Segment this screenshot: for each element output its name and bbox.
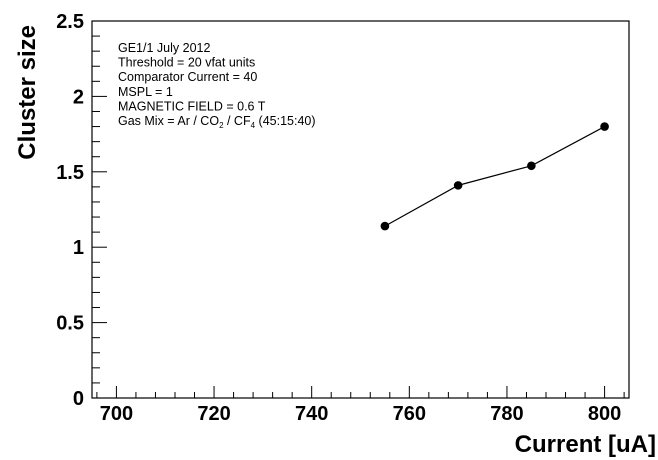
plot-frame	[91, 20, 630, 399]
x-axis-title: Current [uA]	[515, 431, 656, 458]
data-point	[380, 221, 390, 231]
annotation-line-3: Comparator Current = 40	[118, 70, 257, 84]
annotation-block: GE1/1 July 2012 Threshold = 20 vfat unit…	[118, 41, 316, 130]
y-axis-title: Cluster size	[14, 25, 41, 160]
y-tick-label: 0	[73, 388, 84, 410]
x-tick-label: 760	[393, 403, 426, 425]
y-tick-label: 2	[73, 86, 84, 108]
x-tick-label: 800	[588, 403, 621, 425]
y-axis-ticks: 0 0.5 1 1.5 2 2.5	[56, 11, 107, 410]
x-tick-label: 740	[295, 403, 328, 425]
y-tick-label: 2.5	[56, 11, 84, 33]
x-axis-ticks: 700 720 740 760 780 800	[96, 386, 625, 425]
series-layer	[380, 122, 609, 231]
data-point	[527, 161, 536, 171]
annotation-line-4: MSPL = 1	[118, 85, 173, 99]
data-point	[453, 181, 463, 190]
y-tick-label: 1.5	[56, 162, 84, 184]
x-tick-label: 700	[100, 403, 133, 425]
gas-mix-sub-cf4: 4	[251, 121, 256, 130]
gas-mix-suffix: (45:15:40)	[255, 114, 315, 128]
series-line	[384, 126, 605, 227]
annotation-line-2: Threshold = 20 vfat units	[118, 56, 255, 70]
data-point	[600, 122, 609, 131]
annotation-line-6: Gas Mix = Ar / CO2 / CF4 (45:15:40)	[118, 114, 316, 130]
annotation-line-5: MAGNETIC FIELD = 0.6 T	[118, 99, 266, 113]
annotation-line-1: GE1/1 July 2012	[118, 41, 210, 55]
gas-mix-prefix: Gas Mix = Ar / CO	[118, 114, 219, 128]
x-tick-label: 720	[197, 403, 230, 425]
gas-mix-sub-co2: 2	[219, 121, 224, 130]
x-tick-label: 780	[490, 403, 523, 425]
gas-mix-mid: / CF	[224, 114, 251, 128]
y-tick-label: 0.5	[56, 313, 84, 335]
y-tick-label: 1	[73, 237, 84, 259]
